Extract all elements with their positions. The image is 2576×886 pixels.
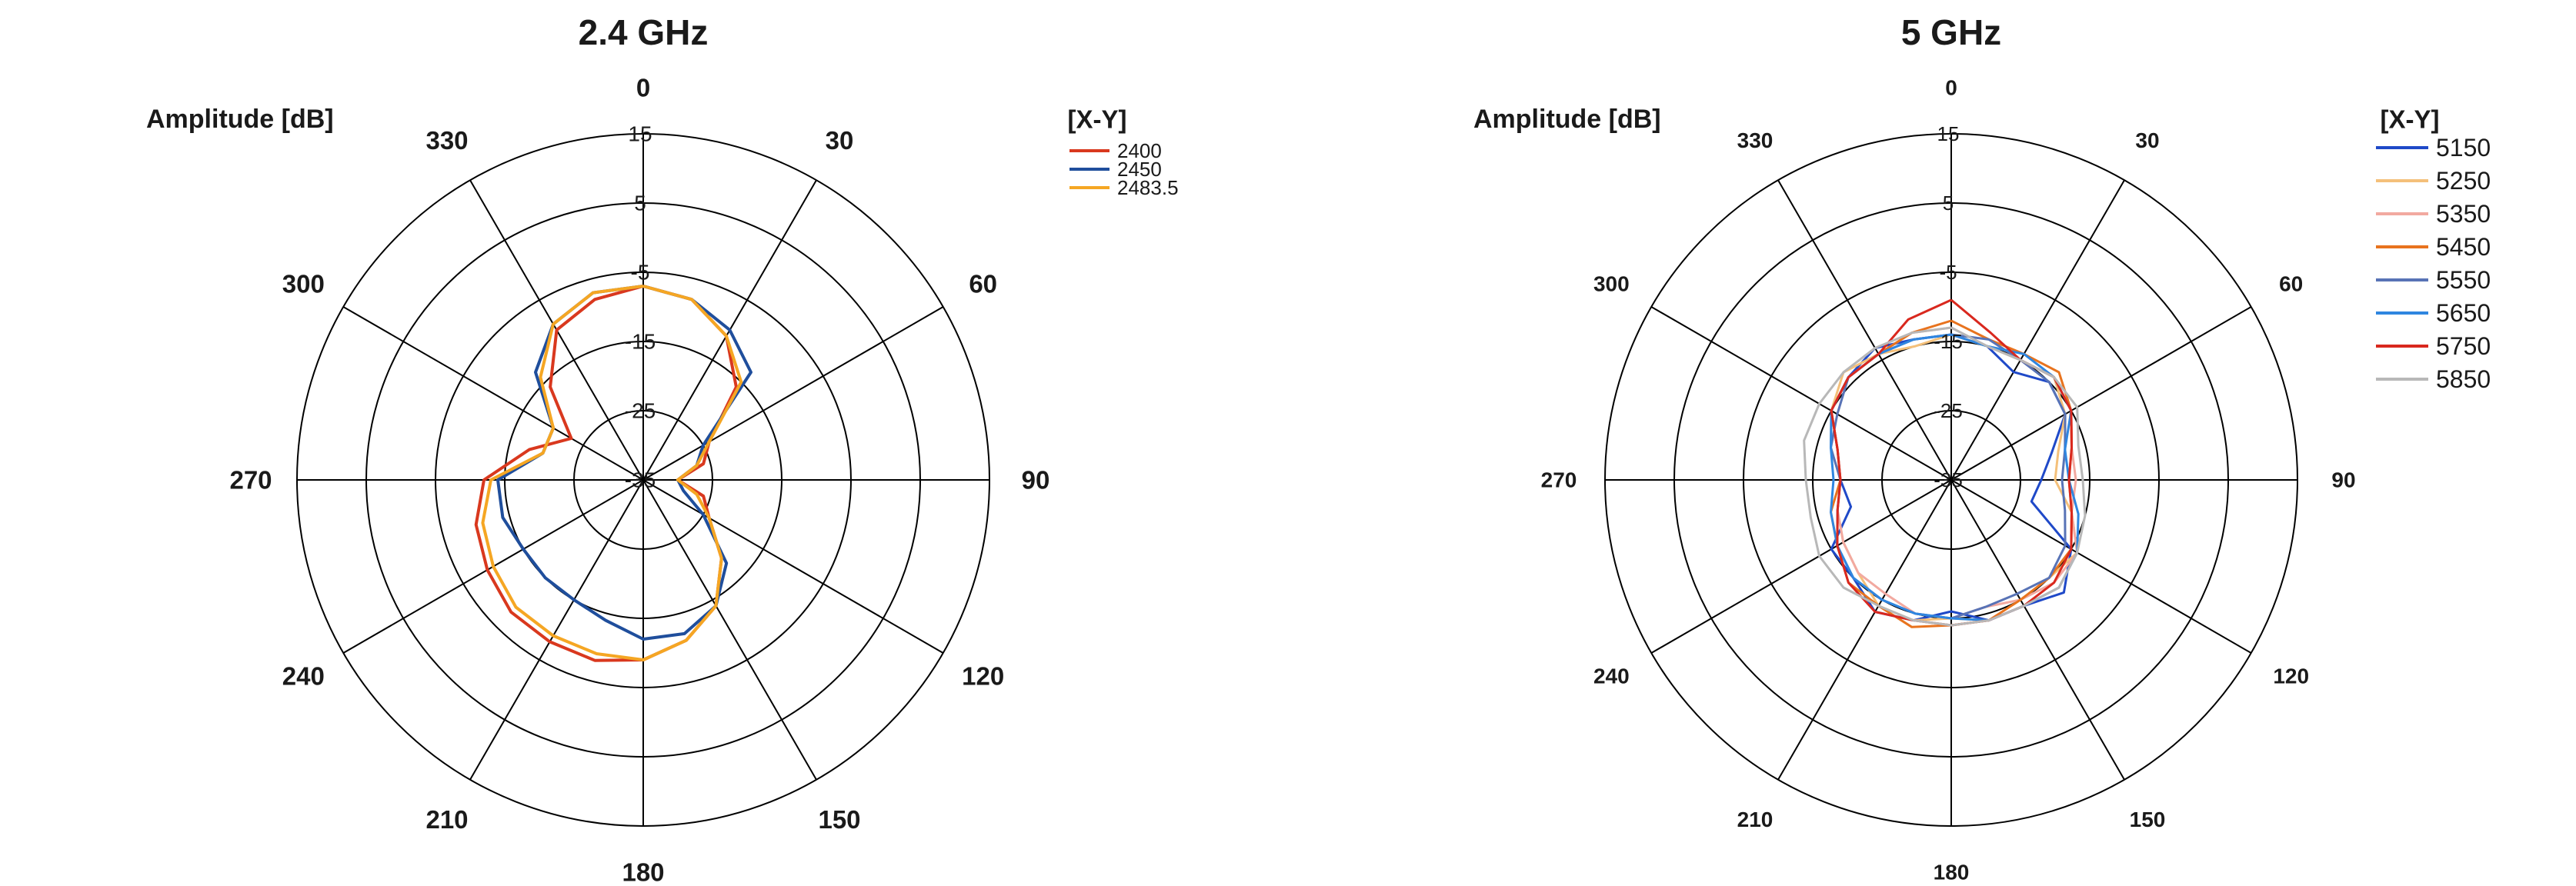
radial-tick-label: -25 [1934,399,1963,422]
radial-tick-label: -15 [625,330,656,354]
grid-spoke [1950,306,2252,481]
legend-label: 5150 [2436,134,2491,162]
angle-tick-label: 210 [425,805,468,834]
legend-label: 5850 [2436,365,2491,393]
radial-tick-label: -15 [1934,330,1963,353]
grid-spoke [1650,479,1952,654]
legend-title: [X-Y] [2381,105,2440,134]
angle-tick-label: 30 [2135,128,2159,152]
angle-tick-label: 330 [425,126,468,155]
angle-tick-label: 330 [1737,128,1774,152]
polar-chart-1: 2.4 GHz Amplitude [dB] 0 30 60 90 120 150 180 210… [146,12,1179,886]
grid-spoke [342,306,644,481]
grid-spoke [1950,179,2125,481]
legend-label: 2450 [1117,158,1162,181]
grid-spoke [1777,479,1952,781]
radial-tick-label: 5 [1943,192,1954,215]
legend-label: 5650 [2436,299,2491,327]
angle-tick-label: 60 [969,270,997,298]
grid-spoke [642,479,944,654]
grid-spoke [1950,479,2252,654]
radial-tick-label: -35 [625,468,656,492]
grid-spoke [1950,479,2125,781]
radial-tick-label: -35 [1934,468,1963,491]
angle-tick-label: 150 [2130,808,2166,831]
legend-label: 5550 [2436,266,2491,294]
legend-label: 5350 [2436,200,2491,228]
legend-label: 5250 [2436,167,2491,195]
grid-spoke [469,479,644,781]
angle-tick-label: 120 [2273,664,2309,688]
angle-tick-label: 0 [636,74,650,102]
angle-tick-label: 0 [1945,76,1957,100]
angle-tick-label: 90 [2331,468,2355,492]
radial-tick-label: 15 [1937,122,1960,145]
series-line-5850 [1803,326,2087,627]
angle-tick-label: 30 [826,126,854,155]
legend-label: 2400 [1117,139,1162,162]
grid-spoke [642,479,817,781]
angle-tick-label: 180 [622,858,664,886]
angle-tick-label: 90 [1022,466,1050,495]
angle-tick-label: 240 [1593,664,1630,688]
angle-tick-label: 150 [818,805,860,834]
radial-tick-label: -25 [625,399,656,423]
chart-title: 2.4 GHz [579,12,709,52]
angle-tick-label: 60 [2279,272,2303,296]
angle-tick-label: 120 [962,662,1004,691]
radial-axis-label: Amplitude [dB] [1473,105,1661,134]
grid-spoke [1650,306,1952,481]
radial-tick-label: -5 [631,261,650,285]
angle-tick-label: 300 [282,270,325,298]
grid-spoke [642,306,944,481]
polar-chart-2: 5 GHz Amplitude [dB] 0 30 60 90 120 150 180 210 24… [1473,12,2491,884]
chart-title: 5 GHz [1901,12,2001,52]
legend-label: 5750 [2436,332,2491,360]
legend-title: [X-Y] [1068,105,1127,134]
angle-tick-label: 180 [1934,861,1970,884]
angle-tick-label: 210 [1737,808,1774,831]
radial-tick-label: -5 [1939,261,1957,284]
legend-label: 2483.5 [1117,176,1179,199]
angle-tick-label: 270 [1541,468,1577,492]
radial-axis-label: Amplitude [dB] [146,105,334,134]
angle-tick-label: 270 [229,466,272,495]
radial-tick-label: 15 [628,122,652,146]
radial-tick-label: 5 [634,192,646,215]
legend-label: 5450 [2436,233,2491,261]
legend: [X-Y]5150 5250 5350 5450 5550 5650 5750 5850 [2376,105,2491,393]
angle-tick-label: 240 [282,662,325,691]
series-line-2483.5 [481,285,743,661]
angle-tick-label: 300 [1593,272,1630,296]
grid-spoke [1777,179,1952,481]
